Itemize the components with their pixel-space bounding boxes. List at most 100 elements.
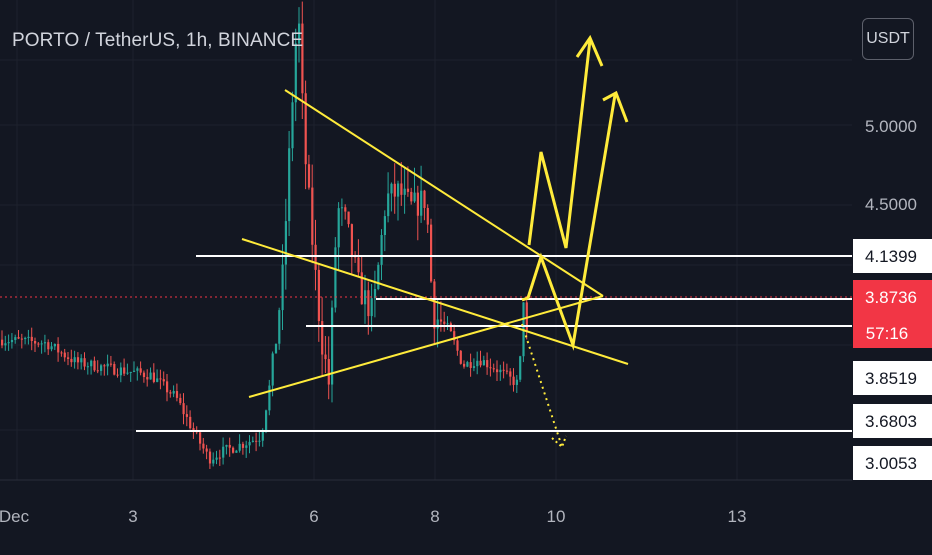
candle-body [228, 444, 231, 448]
candle [304, 80, 307, 190]
candle [288, 130, 291, 237]
candle [139, 361, 142, 376]
price-level-tag-bg [853, 239, 932, 273]
candle [347, 211, 350, 228]
currency-unit-button[interactable]: USDT [862, 18, 914, 60]
candle-body [185, 414, 188, 417]
candle-body [426, 207, 429, 225]
candle-body [212, 459, 215, 464]
candle [80, 354, 83, 370]
candle-body [73, 357, 76, 363]
candle-body [156, 378, 159, 382]
candle-countdown-label: 57:16 [866, 324, 909, 343]
candle-body [383, 216, 386, 236]
candle-body [433, 281, 436, 329]
candle [182, 393, 185, 425]
candle-body [96, 370, 99, 372]
price-level-tag: 3.6803 [853, 404, 932, 438]
candle-body [215, 457, 218, 460]
candle [199, 430, 202, 451]
candle-body [360, 272, 363, 305]
candle-body [113, 364, 116, 375]
candle-body [14, 337, 17, 340]
candle-body [463, 363, 466, 367]
candle-body [265, 410, 268, 431]
candle-body [472, 366, 476, 368]
candle [281, 244, 284, 330]
candle [423, 189, 426, 221]
candle [459, 350, 462, 365]
candle [406, 166, 410, 197]
candle [436, 298, 439, 348]
candle-body [146, 377, 149, 380]
candle [73, 350, 76, 369]
candle [109, 355, 113, 367]
candle-body [139, 368, 142, 373]
candle-body [205, 448, 208, 452]
candle-body [238, 443, 241, 451]
candle-body [126, 372, 129, 374]
candle [1, 330, 4, 349]
candle [202, 437, 205, 454]
current-price-label: 3.8736 [865, 288, 917, 307]
candle [433, 279, 436, 345]
candle-body [456, 340, 459, 351]
candle [208, 448, 212, 469]
candle-body [515, 379, 518, 385]
candle-body [327, 359, 330, 385]
candle-body [268, 385, 271, 411]
candle [218, 449, 221, 466]
candle-body [357, 257, 360, 273]
candle-body [208, 451, 212, 464]
candle-body [179, 397, 182, 404]
candle [86, 362, 89, 375]
candle-body [380, 235, 383, 265]
candle-body [27, 336, 30, 338]
chart-title: PORTO / TetherUS, 1h, BINANCE [12, 30, 304, 51]
candle [479, 350, 482, 368]
candle [373, 270, 377, 318]
candle-body [93, 360, 96, 371]
candle [235, 449, 238, 453]
candle [331, 300, 334, 403]
candle-body [109, 363, 113, 365]
candle [380, 229, 383, 280]
candle-body [340, 207, 344, 209]
candle-body [486, 360, 489, 368]
candle [24, 336, 27, 345]
x-axis-tick-label: 6 [309, 507, 318, 526]
candle-body [304, 93, 307, 165]
candle [175, 383, 179, 402]
candle [509, 368, 512, 386]
candle-body [50, 346, 53, 350]
candle [505, 363, 509, 375]
candle-body [370, 298, 373, 317]
candle [522, 302, 525, 363]
y-axis-tick-label: 4.5000 [865, 195, 917, 214]
x-axis-tick-label: 3 [128, 507, 137, 526]
candle-body [129, 371, 132, 373]
candle [271, 351, 274, 397]
candle [489, 358, 492, 377]
candle-body [235, 450, 238, 453]
price-level-tag-bg [853, 361, 932, 395]
candle-body [459, 350, 462, 364]
candle [123, 358, 126, 377]
candle-body [106, 363, 109, 367]
candle-body [400, 183, 403, 195]
candle-body [301, 23, 304, 94]
candle-body [192, 428, 195, 432]
price-level-label: 3.0053 [865, 454, 917, 473]
candle-body [60, 352, 63, 354]
candle-body [453, 331, 456, 341]
candle [136, 366, 139, 381]
candle [311, 164, 314, 264]
candle [265, 409, 268, 434]
candle-body [100, 365, 103, 371]
candle [334, 237, 337, 313]
candle [294, 28, 297, 122]
candle-body [397, 183, 400, 197]
candle [47, 339, 50, 355]
